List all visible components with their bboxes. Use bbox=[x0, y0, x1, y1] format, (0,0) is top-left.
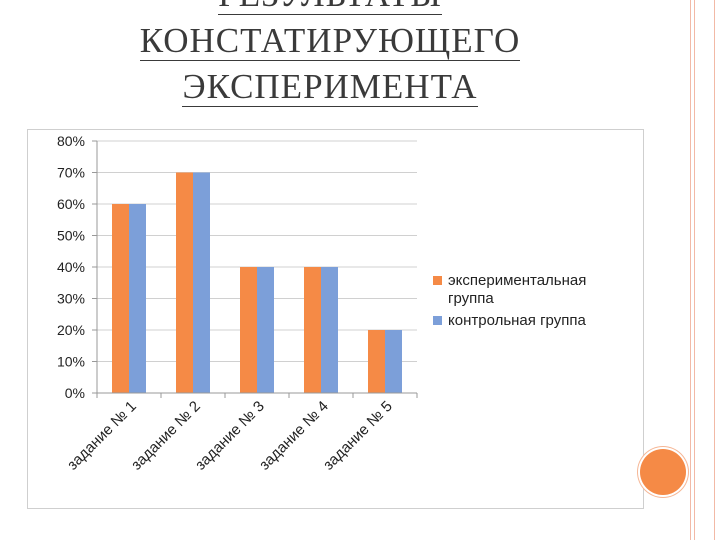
decorative-orange-circle bbox=[640, 449, 686, 495]
bar-control-2 bbox=[193, 172, 210, 393]
legend-swatch-experimental bbox=[433, 276, 442, 285]
bar-control-5 bbox=[385, 330, 402, 393]
slide-title: РЕЗУЛЬТАТЫ КОНСТАТИРУЮЩЕГО ЭКСПЕРИМЕНТА bbox=[0, 0, 660, 110]
title-line-1: РЕЗУЛЬТАТЫ bbox=[0, 0, 660, 18]
bar-control-3 bbox=[257, 267, 274, 393]
axes bbox=[96, 141, 418, 398]
right-border-line-2 bbox=[694, 0, 695, 540]
x-category-label-5: задание № 5 bbox=[320, 398, 396, 474]
title-line-3: ЭКСПЕРИМЕНТА bbox=[182, 67, 478, 107]
chart-legend: экспериментальная группа контрольная гру… bbox=[433, 272, 633, 334]
y-tick-label-5: 50% bbox=[57, 228, 85, 244]
y-tick-labels: 0% 10% 20% 30% 40% 50% 60% 70% 80% bbox=[57, 133, 85, 401]
bar-experimental-5 bbox=[368, 330, 385, 393]
right-border-line-1 bbox=[690, 0, 691, 540]
bar-control-4 bbox=[321, 267, 338, 393]
bar-experimental-2 bbox=[176, 172, 193, 393]
legend-swatch-control bbox=[433, 316, 442, 325]
bar-experimental-3 bbox=[240, 267, 257, 393]
y-tick-label-7: 70% bbox=[57, 165, 85, 181]
title-line-2: КОНСТАТИРУЮЩЕГО bbox=[139, 21, 521, 61]
y-tick-label-0: 0% bbox=[65, 385, 85, 401]
legend-label-control: контрольная группа bbox=[448, 312, 586, 329]
y-tick-label-4: 40% bbox=[57, 259, 85, 275]
y-tick-label-1: 10% bbox=[57, 354, 85, 370]
legend-label-experimental-line2: группа bbox=[448, 290, 494, 307]
bars bbox=[112, 172, 402, 393]
right-border-line-3 bbox=[714, 0, 715, 540]
legend-label-experimental-line1: экспериментальная bbox=[448, 272, 587, 289]
bar-experimental-1 bbox=[112, 204, 129, 393]
y-tick-label-2: 20% bbox=[57, 322, 85, 338]
y-tick-label-3: 30% bbox=[57, 291, 85, 307]
bar-control-1 bbox=[129, 204, 146, 393]
legend-item-experimental: экспериментальная группа bbox=[433, 272, 633, 308]
bar-chart: 0% 10% 20% 30% 40% 50% 60% 70% 80% задание № 1за… bbox=[57, 133, 418, 474]
y-tick-label-8: 80% bbox=[57, 133, 85, 149]
bar-experimental-4 bbox=[304, 267, 321, 393]
legend-item-control: контрольная группа bbox=[433, 312, 633, 330]
y-tick-label-6: 60% bbox=[57, 196, 85, 212]
chart-frame: 0% 10% 20% 30% 40% 50% 60% 70% 80% задание № 1 за… bbox=[27, 129, 644, 509]
